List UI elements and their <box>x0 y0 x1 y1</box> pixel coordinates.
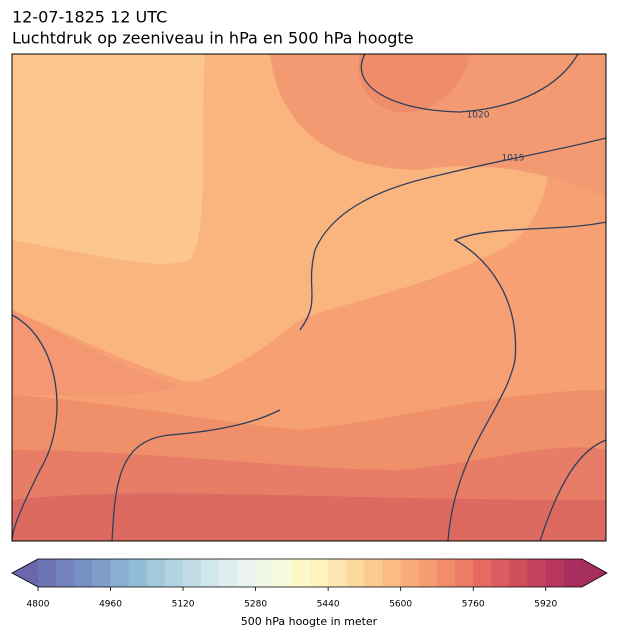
colorbar-frame <box>11 558 608 588</box>
colorbar-segment <box>291 559 311 587</box>
map-fill <box>12 493 606 541</box>
colorbar-segment <box>128 559 148 587</box>
colorbar-segment <box>38 559 57 587</box>
colorbar-tick-label: 5760 <box>462 600 485 610</box>
colorbar-segment <box>400 559 420 587</box>
colorbar: 4800 4960 5120 5280 5440 5600 5760 5920 <box>11 558 608 610</box>
colorbar-segment <box>92 559 112 587</box>
colorbar-segment <box>219 559 238 587</box>
isobar-label: 1020 <box>467 111 490 121</box>
title: 12-07-1825 12 UTC <box>12 8 167 27</box>
map: 1020 1015 <box>11 53 607 542</box>
colorbar-extend <box>582 559 607 587</box>
colorbar-segment <box>328 559 347 587</box>
colorbar-segment <box>164 559 184 587</box>
colorbar-segment <box>382 559 402 587</box>
colorbar-extend <box>12 559 38 587</box>
map-fill <box>12 54 205 264</box>
colorbar-segment <box>436 559 456 587</box>
colorbar-label: 500 hPa hoogte in meter <box>241 615 378 628</box>
map-frame <box>11 53 607 542</box>
colorbar-segment <box>545 559 565 587</box>
colorbar-segment <box>509 559 529 587</box>
colorbar-segment <box>455 559 474 587</box>
colorbar-segment <box>201 559 220 587</box>
colorbar-segment <box>310 559 329 587</box>
colorbar-segment <box>491 559 510 587</box>
colorbar-segment <box>255 559 275 587</box>
colorbar-segment <box>110 559 130 587</box>
colorbar-segment <box>563 559 583 587</box>
colorbar-segment <box>237 559 257 587</box>
colorbar-tick-label: 5280 <box>244 600 267 610</box>
colorbar-segment <box>346 559 365 587</box>
colorbar-segment <box>146 559 166 587</box>
colorbar-segment <box>418 559 438 587</box>
colorbar-segment <box>527 559 547 587</box>
isobar-label: 1015 <box>502 154 525 164</box>
colorbar-tick-label: 5440 <box>317 600 340 610</box>
colorbar-tick-label: 5920 <box>534 600 557 610</box>
colorbar-tick-label: 5120 <box>172 600 195 610</box>
isobars <box>12 54 606 541</box>
colorbar-segment <box>183 559 202 587</box>
colorbar-segment <box>273 559 293 587</box>
map-fill <box>270 54 606 200</box>
colorbar-segment <box>74 559 93 587</box>
colorbar-tick-label: 4800 <box>27 600 50 610</box>
colorbar-segment <box>56 559 75 587</box>
colorbar-segment <box>473 559 492 587</box>
colorbar-tick-label: 5600 <box>389 600 412 610</box>
subtitle: Luchtdruk op zeeniveau in hPa en 500 hPa… <box>12 29 414 48</box>
colorbar-tick-label: 4960 <box>99 600 122 610</box>
colorbar-segment <box>364 559 384 587</box>
